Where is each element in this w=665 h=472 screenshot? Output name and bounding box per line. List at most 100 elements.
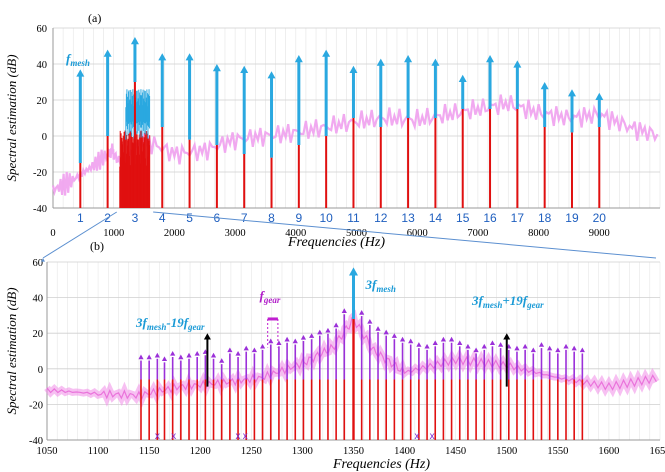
center-label: 3fmesh	[365, 277, 396, 294]
harmonic-label: 4	[159, 211, 166, 225]
sideband-arrow-head	[375, 326, 381, 331]
y-tick-label: 20	[33, 329, 44, 340]
y-tick-label: 40	[37, 60, 48, 71]
sideband-arrow-head	[243, 345, 249, 351]
y-tick-label: -40	[29, 436, 43, 447]
sideband-arrow-head	[522, 343, 528, 349]
x-marker: x	[155, 431, 160, 442]
x-tick-label: 1050	[37, 446, 58, 457]
harmonic-arrow-head	[486, 55, 495, 63]
harmonic-arrow-head	[431, 58, 440, 66]
sideband-arrow-head	[227, 347, 233, 353]
y-tick-label: -20	[29, 400, 43, 411]
x-tick-label: 1500	[496, 446, 517, 457]
harmonic-arrow-head	[185, 53, 194, 61]
harmonic-arrow-head	[322, 49, 331, 57]
sideband-arrow-head	[440, 336, 447, 342]
sideband-arrow-head	[555, 347, 561, 353]
sideband-arrow-head	[186, 352, 192, 358]
y-tick-label: -20	[33, 168, 47, 179]
sideband-arrow-head	[259, 343, 266, 349]
harmonic-label: 14	[429, 211, 443, 225]
y-axis-title: Spectral estimation (dB)	[4, 54, 19, 181]
x-tick-label: 1450	[445, 446, 466, 457]
sideband-arrow-head	[333, 322, 339, 328]
x-tick-label: 9000	[589, 228, 610, 239]
sideband-arrow-head	[473, 347, 479, 353]
x-tick-label: 1300	[292, 446, 313, 457]
harmonic-arrow-head	[540, 82, 549, 90]
x-tick-label: 1550	[547, 446, 568, 457]
x-marker: x	[236, 431, 241, 442]
black-arrow-head	[503, 333, 511, 340]
x-tick-label: 1350	[343, 446, 364, 457]
x-tick-label: 1250	[241, 446, 262, 457]
sideband-arrow-head	[210, 352, 217, 358]
sideband-arrow-head	[300, 334, 307, 340]
harmonic-label: 8	[268, 211, 275, 225]
zoom-line-right	[153, 211, 657, 259]
harmonic-arrow-head	[267, 71, 276, 79]
sideband-arrow-head	[530, 347, 536, 353]
y-tick-label: 0	[42, 132, 47, 143]
harmonic-arrow-head	[103, 49, 112, 57]
harmonic-label: 20	[593, 211, 607, 225]
y-tick-label: -40	[33, 204, 47, 215]
harmonic-label: 1	[77, 211, 84, 225]
x-tick-label: 8000	[528, 228, 549, 239]
spectrum-line	[46, 315, 657, 401]
sideband-arrow-head	[161, 356, 168, 362]
sideband-arrow-head	[367, 318, 373, 324]
x-tick-label: 1600	[598, 446, 619, 457]
sideband-arrow-head	[538, 342, 545, 347]
sideband-arrow-head	[359, 310, 365, 315]
panel-b: -40 -20 0 20 40 60 3fmesh 3fmesh-19fgear 3fmesh+…	[4, 258, 665, 472]
sideband-arrow-head	[547, 345, 553, 351]
x-tick-label: 1100	[88, 446, 109, 457]
sideband-arrow-head	[432, 340, 438, 345]
sideband-arrow-head	[448, 336, 455, 342]
center-arrow-head	[349, 267, 358, 276]
x-tick-label: 7000	[467, 228, 488, 239]
sideband-arrow-head	[146, 354, 152, 360]
x-tick-label: 3000	[225, 228, 246, 239]
sideband-arrow-head	[235, 351, 241, 356]
x-tick-label: 6000	[407, 228, 428, 239]
sideband-arrow-head	[408, 338, 414, 344]
sideband-arrow-head	[465, 343, 471, 349]
harmonic-arrow-head	[567, 89, 576, 97]
zoom-arrow-left	[41, 258, 45, 262]
spectrum-line	[51, 94, 659, 197]
harmonic-label: 15	[456, 211, 470, 225]
y-tick-label: 20	[37, 96, 48, 107]
sideband-arrow-head	[268, 338, 274, 344]
harmonic-label: 18	[538, 211, 552, 225]
y-tick-label: 60	[37, 24, 48, 35]
sideband-arrow-head	[309, 333, 315, 338]
y-tick-label: 0	[38, 365, 43, 376]
sideband-arrow-head	[399, 336, 406, 342]
x-marker: x	[171, 431, 176, 442]
x-axis-title: Frequencies (Hz)	[287, 235, 385, 250]
y-axis-title: Spectral estimation (dB)	[4, 287, 19, 414]
harmonic-label: 19	[565, 211, 579, 225]
x-tick-label: 2000	[164, 228, 185, 239]
fgear-label: fgear	[260, 288, 281, 305]
sideband-arrow-head	[170, 351, 176, 356]
harmonic-label: 10	[319, 211, 333, 225]
zoom-connectors	[41, 211, 657, 262]
sideband-arrow-head	[194, 351, 200, 356]
harmonic-label: 12	[374, 211, 388, 225]
x-tick-label: 4000	[285, 228, 306, 239]
sideband-arrow-head	[424, 343, 430, 349]
x-tick-label: 1200	[190, 446, 211, 457]
x-tick-label: 1150	[139, 446, 160, 457]
harmonic-arrow-head	[158, 53, 167, 61]
sideband-arrow-head	[317, 329, 323, 335]
x-tick-label: 1000	[103, 228, 124, 239]
zoom-line-left	[42, 211, 117, 259]
sideband-arrow-head	[391, 333, 397, 338]
sideband-arrow-head	[457, 340, 463, 345]
x-tick-label: 1400	[394, 446, 415, 457]
sideband-arrow-head	[498, 342, 504, 347]
